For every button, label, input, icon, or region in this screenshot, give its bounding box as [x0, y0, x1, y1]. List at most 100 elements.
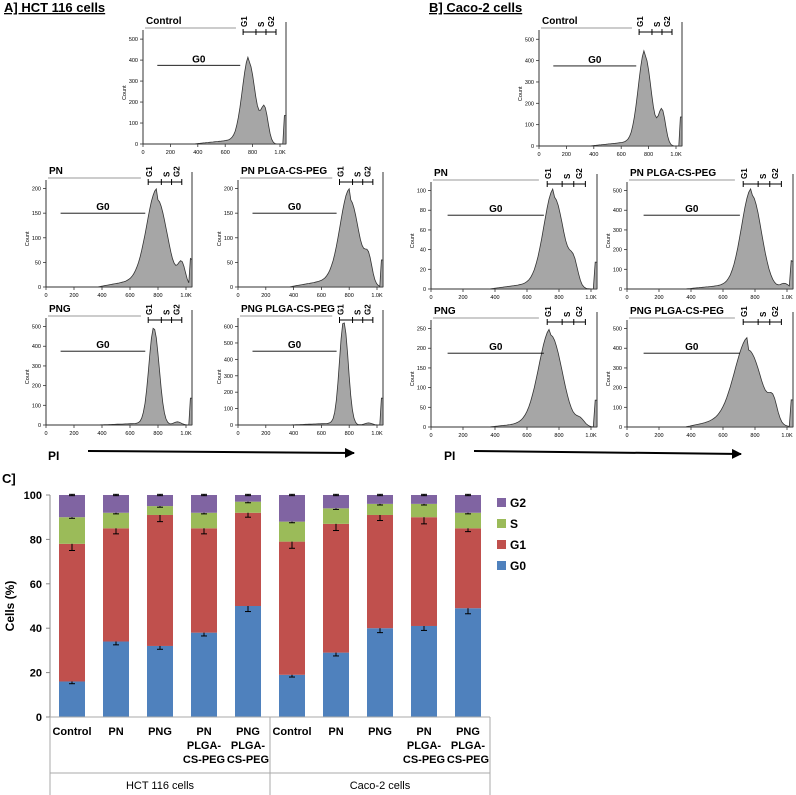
g1-label: G1 [145, 166, 154, 177]
error-bar-g2 [289, 493, 295, 497]
count-axis-label: Count [606, 371, 612, 386]
g2-label: G2 [771, 168, 780, 179]
y-tick-label: 0 [423, 287, 426, 293]
x-tick-label: 400 [289, 431, 298, 437]
y-tick-label: 500 [129, 37, 138, 43]
g0-label: G0 [96, 202, 110, 213]
bar-segment-g1 [411, 517, 437, 626]
histogram-a-4: PNG PLGA-CS-PEG 0 100 200 300 400 500 600 0 200 40… [217, 304, 384, 437]
legend-swatch [497, 519, 506, 528]
bar-segment-g0 [191, 632, 217, 717]
x-tick-label: 0 [141, 150, 144, 156]
histogram-area [431, 328, 598, 428]
bar-segment-g1 [367, 514, 393, 629]
panel-b-title: B] Caco-2 cells [429, 0, 522, 15]
bar-segment-g1 [323, 523, 349, 653]
error-bar-g2 [113, 493, 119, 497]
stacked-bar-chart: 0 20 40 60 80 100 Cells (%) Control PN PNG PN PLGA-… [3, 490, 526, 795]
x-tick-label: 1.0K [180, 293, 192, 299]
histogram-b-6: PN 0 20 40 60 80 100 0 200 400 600 800 1.0K Count G0 G1… [410, 168, 598, 301]
category-label-line: CS-PEG [227, 754, 269, 766]
x-tick-label: 800 [153, 431, 162, 437]
bar-segment-g1 [59, 543, 85, 682]
s-label: S [162, 309, 171, 315]
y-tick-label: 500 [525, 37, 534, 43]
bar-segment-g2 [279, 495, 305, 522]
legend-swatch [497, 540, 506, 549]
category-label-line: CS-PEG [447, 754, 489, 766]
x-tick-label: 1.0K [781, 433, 793, 439]
x-tick-label: 800 [345, 431, 354, 437]
category-label: PN PLGA- CS-PEG [183, 726, 225, 766]
y-tick-label: 200 [224, 390, 233, 396]
y-tick-label: 150 [32, 211, 41, 217]
bar-y-tick-label: 80 [30, 534, 42, 546]
legend-item-g0: G0 [497, 559, 526, 573]
histogram-title: PN [49, 166, 63, 177]
x-tick-label: 200 [261, 431, 270, 437]
y-tick-label: 400 [32, 344, 41, 350]
y-tick-label: 400 [613, 346, 622, 352]
x-tick-label: 400 [289, 293, 298, 299]
error-bar-g2 [157, 493, 163, 497]
category-label-line: PN [328, 726, 343, 738]
g0-label: G0 [288, 202, 302, 213]
histogram-area [238, 187, 384, 288]
x-tick-label: 400 [97, 293, 106, 299]
y-tick-label: 300 [224, 374, 233, 380]
category-label-line: PNG [456, 726, 480, 738]
y-tick-label: 50 [227, 260, 233, 266]
x-tick-label: 800 [345, 293, 354, 299]
histogram-title: PNG PLGA-CS-PEG [241, 304, 335, 315]
category-label: PN [328, 726, 343, 738]
bar-segment-g1 [455, 528, 481, 609]
y-tick-label: 200 [613, 386, 622, 392]
g1-label: G1 [740, 168, 749, 179]
g2-label: G2 [173, 166, 182, 177]
g1-label: G1 [337, 304, 346, 315]
legend-label: S [510, 517, 518, 531]
bar-segment-g2 [235, 495, 261, 502]
x-tick-label: 200 [166, 150, 175, 156]
g2-label: G2 [575, 168, 584, 179]
bar-y-tick-label: 0 [36, 712, 42, 724]
bar-segment-s [235, 501, 261, 513]
x-tick-label: 1.0K [371, 431, 383, 437]
x-tick-label: 1.0K [670, 152, 682, 158]
y-tick-label: 150 [417, 366, 426, 372]
s-label: S [653, 21, 662, 27]
count-axis-label: Count [518, 86, 524, 101]
x-tick-label: 400 [686, 433, 695, 439]
y-tick-label: 100 [129, 121, 138, 127]
histogram-area [143, 55, 287, 145]
s-label: S [354, 171, 363, 177]
bar-segment-g0 [323, 652, 349, 717]
y-tick-label: 200 [32, 384, 41, 390]
g1-label: G1 [145, 304, 154, 315]
histogram-a-0: Control 0 100 200 300 400 500 0 200 400 600 800 1.0K… [122, 16, 287, 156]
g1-label: G1 [240, 16, 249, 27]
count-axis-label: Count [217, 369, 223, 384]
histogram-b-5: Control 0 100 200 300 400 500 0 200 400 600 800 1.0K… [518, 16, 683, 158]
s-label: S [759, 311, 768, 317]
y-tick-label: 300 [613, 228, 622, 234]
g1-label: G1 [740, 306, 749, 317]
x-tick-label: 800 [644, 152, 653, 158]
y-tick-label: 100 [32, 236, 41, 242]
y-tick-label: 300 [613, 366, 622, 372]
y-tick-label: 150 [224, 211, 233, 217]
bar-segment-g2 [59, 495, 85, 518]
s-label: S [759, 173, 768, 179]
bar-segment-s [367, 503, 393, 515]
g2-label: G2 [267, 16, 276, 27]
category-label-line: CS-PEG [183, 754, 225, 766]
x-tick-label: 800 [153, 293, 162, 299]
bar-segment-g1 [235, 512, 261, 606]
legend-label: G2 [510, 496, 526, 510]
x-tick-label: 600 [522, 433, 531, 439]
x-tick-label: 400 [193, 150, 202, 156]
y-tick-label: 60 [420, 228, 426, 234]
category-label-line: PN [108, 726, 123, 738]
g0-label: G0 [96, 340, 110, 351]
y-tick-label: 50 [35, 260, 41, 266]
